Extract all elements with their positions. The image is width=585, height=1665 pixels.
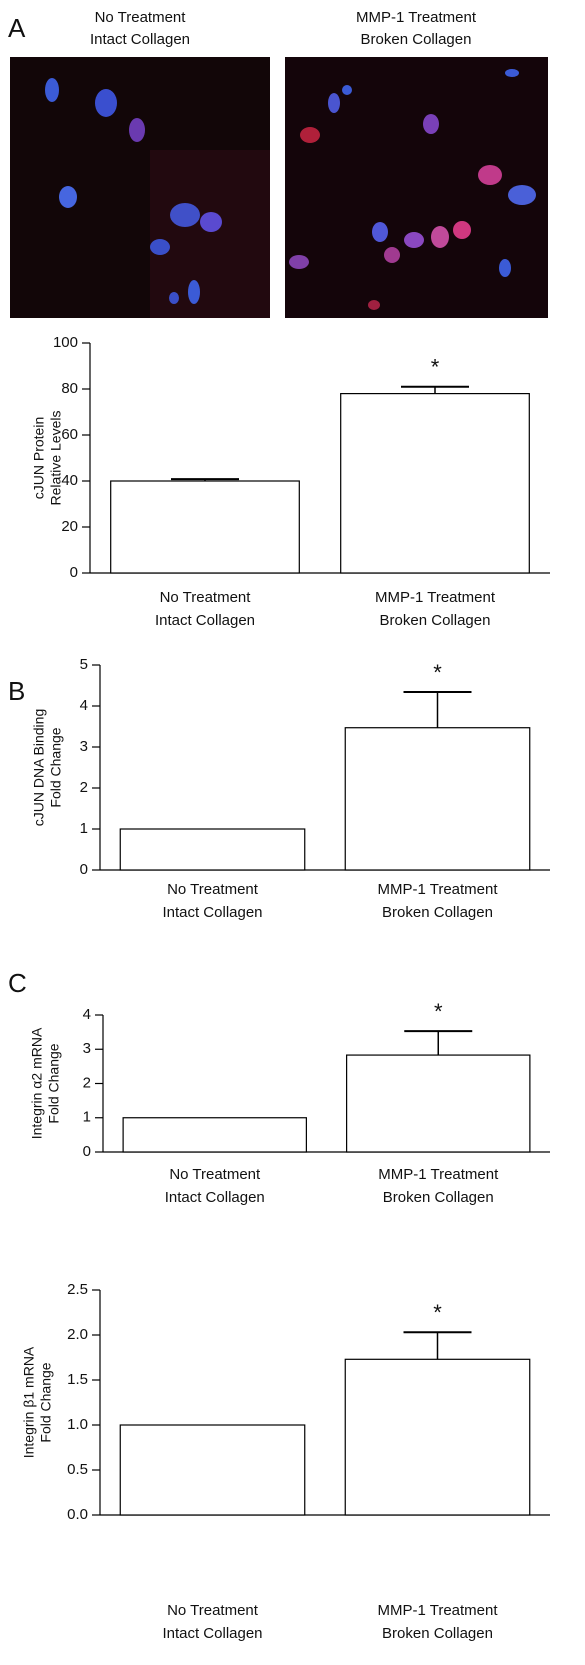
micrograph [10, 57, 270, 318]
x-tick-label: MMP-1 Treatment [377, 1602, 498, 1619]
y-axis-label: Relative Levels [48, 411, 64, 506]
image-caption: MMP-1 Treatment [356, 9, 477, 26]
significance: * [433, 660, 442, 685]
y-tick-label: 3 [80, 738, 88, 755]
panel-label: C [8, 968, 27, 998]
y-tick-label: 0.0 [67, 1506, 88, 1523]
bar [110, 480, 300, 574]
image-caption: Broken Collagen [361, 31, 472, 48]
y-tick-label: 0.5 [67, 1461, 88, 1478]
x-tick-label: No Treatment [167, 881, 259, 898]
y-tick-label: 2.0 [67, 1326, 88, 1343]
bar [344, 727, 531, 871]
image-caption: No Treatment [95, 9, 187, 26]
significance: * [431, 355, 440, 380]
y-tick-label: 40 [61, 472, 78, 489]
y-axis-label: Integrin α2 mRNA [29, 1027, 45, 1139]
y-tick-label: 0 [70, 564, 78, 581]
y-axis-label: Fold Change [38, 1362, 54, 1442]
x-tick-label: No Treatment [169, 1166, 261, 1183]
panel-label: A [8, 13, 26, 43]
y-tick-label: 80 [61, 380, 78, 397]
y-tick-label: 4 [80, 697, 88, 714]
bar [344, 1358, 531, 1516]
y-tick-label: 1.5 [67, 1371, 88, 1388]
x-tick-label: Intact Collagen [155, 612, 255, 629]
x-tick-label: Broken Collagen [382, 904, 493, 921]
x-tick-label: Intact Collagen [162, 1625, 262, 1642]
x-tick-label: Broken Collagen [383, 1189, 494, 1206]
x-tick-label: No Treatment [160, 589, 252, 606]
bar [119, 1424, 306, 1516]
panel-label: B [8, 676, 25, 706]
bar [122, 1117, 307, 1153]
x-tick-label: MMP-1 Treatment [378, 1166, 499, 1183]
bar [346, 1054, 531, 1153]
x-tick-label: MMP-1 Treatment [375, 589, 496, 606]
y-axis-label: Fold Change [48, 727, 64, 807]
y-tick-label: 20 [61, 518, 78, 535]
y-tick-label: 100 [53, 334, 78, 351]
x-tick-label: MMP-1 Treatment [377, 881, 498, 898]
y-tick-label: 5 [80, 656, 88, 673]
y-tick-label: 0 [80, 861, 88, 878]
x-tick-label: No Treatment [167, 1602, 259, 1619]
micrograph [285, 57, 548, 318]
significance: * [433, 1300, 442, 1325]
y-tick-label: 0 [83, 1143, 91, 1160]
y-tick-label: 2 [80, 779, 88, 796]
x-tick-label: Intact Collagen [162, 904, 262, 921]
significance: * [434, 999, 443, 1024]
y-tick-label: 2 [83, 1074, 91, 1091]
y-axis-label: cJUN DNA Binding [31, 709, 47, 827]
y-tick-label: 1 [80, 820, 88, 837]
y-tick-label: 1 [83, 1109, 91, 1126]
y-tick-label: 1.0 [67, 1416, 88, 1433]
y-tick-label: 4 [83, 1006, 91, 1023]
bar [340, 393, 530, 574]
y-axis-label: cJUN Protein [31, 417, 47, 499]
y-tick-label: 2.5 [67, 1281, 88, 1298]
y-axis-label: Integrin β1 mRNA [21, 1346, 37, 1458]
image-caption: Intact Collagen [90, 31, 190, 48]
y-axis-label: Fold Change [46, 1043, 62, 1123]
y-tick-label: 3 [83, 1040, 91, 1057]
y-tick-label: 60 [61, 426, 78, 443]
x-tick-label: Intact Collagen [165, 1189, 265, 1206]
bar [119, 828, 306, 871]
x-tick-label: Broken Collagen [380, 612, 491, 629]
x-tick-label: Broken Collagen [382, 1625, 493, 1642]
